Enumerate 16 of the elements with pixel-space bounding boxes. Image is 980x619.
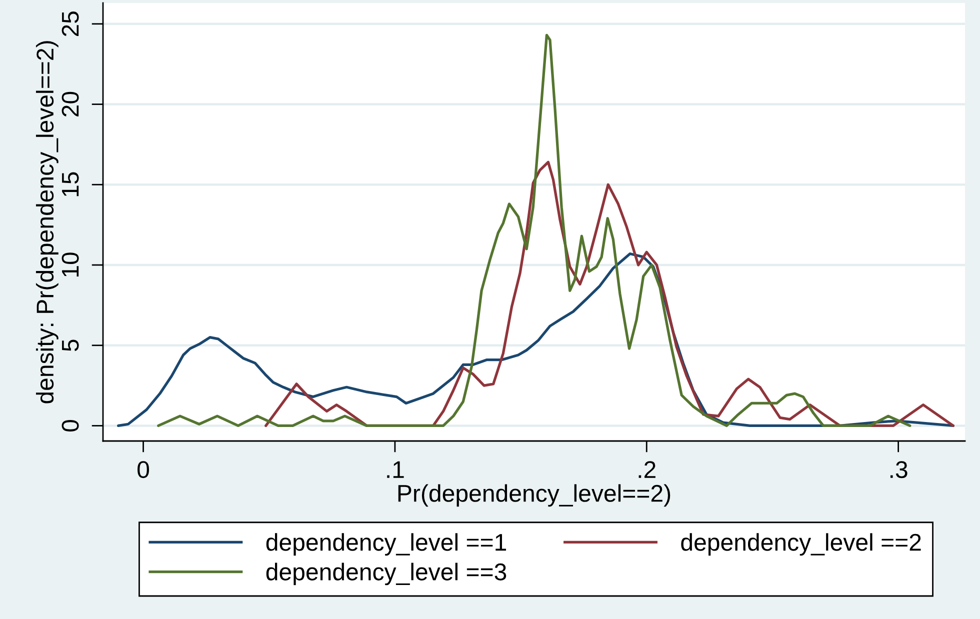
y-tick-label: 15 xyxy=(62,172,79,196)
x-axis-title: Pr(dependency_level==2) xyxy=(398,484,670,507)
y-tick-label: 10 xyxy=(62,252,79,277)
legend-label: dependency_level ==3 xyxy=(266,562,506,586)
y-tick-label: 20 xyxy=(62,92,79,116)
x-tick-label: .1 xyxy=(387,461,404,478)
x-tick-label: 0 xyxy=(138,461,150,478)
x-tick-label: .2 xyxy=(638,461,656,478)
y-tick-label: 0 xyxy=(62,420,79,432)
y-tick-label: 5 xyxy=(62,340,79,352)
line-series xyxy=(157,34,912,428)
y-tick-label: 25 xyxy=(62,12,79,36)
y-axis-title: density: Pr(dependency_level==2) xyxy=(36,41,58,404)
legend-label: dependency_level ==2 xyxy=(681,533,921,556)
x-tick-label: .3 xyxy=(890,461,908,478)
legend-label: dependency_level ==1 xyxy=(266,533,506,556)
